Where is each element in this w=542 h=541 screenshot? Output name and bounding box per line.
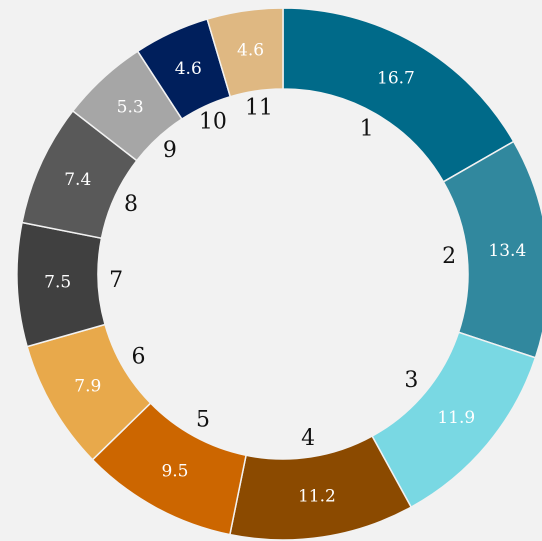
value-label: 7.5 <box>44 273 71 293</box>
value-label: 5.3 <box>117 98 144 118</box>
value-label: 13.4 <box>488 241 526 261</box>
category-label: 9 <box>163 138 177 163</box>
value-label: 11.9 <box>437 408 475 428</box>
category-label: 5 <box>196 408 210 433</box>
category-label: 10 <box>199 109 227 134</box>
category-label: 8 <box>124 192 138 217</box>
category-label: 2 <box>442 244 456 269</box>
category-label: 6 <box>131 345 145 370</box>
category-label: 3 <box>404 368 418 393</box>
value-label: 4.6 <box>237 40 264 60</box>
donut-segment <box>282 7 515 183</box>
value-label: 16.7 <box>377 68 415 88</box>
donut-segment <box>206 7 284 98</box>
category-label: 1 <box>360 116 374 141</box>
value-label: 9.5 <box>161 461 188 481</box>
value-label: 4.6 <box>175 59 202 79</box>
value-label: 11.2 <box>298 486 336 506</box>
category-label: 11 <box>245 96 273 121</box>
category-label: 7 <box>109 268 123 293</box>
value-label: 7.9 <box>74 376 101 396</box>
category-label: 4 <box>301 426 315 451</box>
value-label: 7.4 <box>64 170 91 190</box>
